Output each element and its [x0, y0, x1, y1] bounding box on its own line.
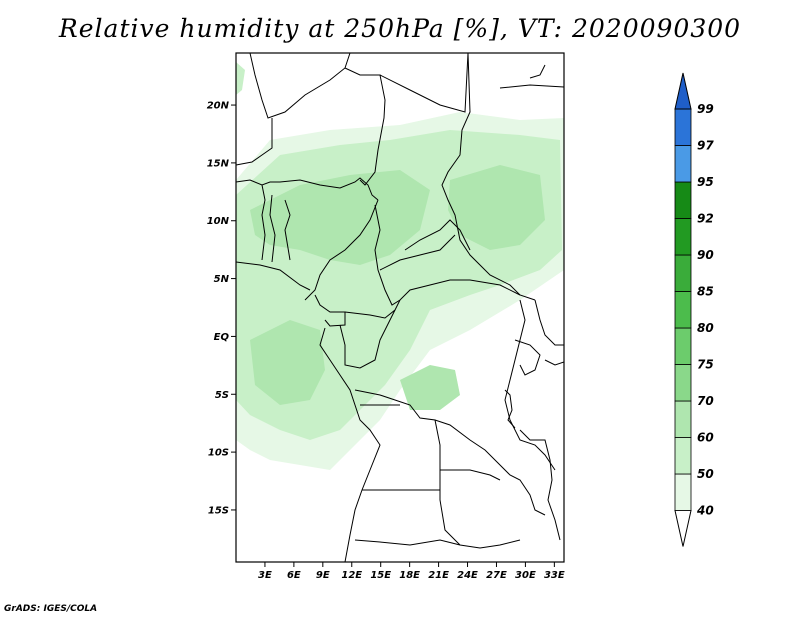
- lat-tick-label: 15S: [208, 505, 229, 516]
- rh-60-70-region: [250, 170, 430, 265]
- rh-60-70-region: [400, 365, 460, 410]
- colorbar-segment: [674, 291, 692, 329]
- colorbar-segment: [674, 364, 692, 402]
- colorbar-label: 95: [697, 175, 714, 189]
- colorbar-segment: [674, 254, 692, 292]
- longitude-axis: 3E 6E 9E 12E 15E 18E 21E 24E 27E 30E 33E: [258, 562, 565, 581]
- colorbar-label: 80: [697, 321, 714, 335]
- colorbar-segment: [674, 437, 692, 475]
- lat-tick-label: EQ: [214, 332, 230, 343]
- credit-label: GrADS: IGES/COLA: [4, 604, 98, 614]
- humidity-shading: [236, 62, 564, 470]
- lat-tick-label: 5N: [214, 274, 230, 285]
- colorbar-label: 99: [697, 102, 714, 116]
- lon-tick-label: 18E: [399, 570, 420, 581]
- lon-tick-label: 24E: [457, 570, 478, 581]
- lat-tick-label: 10S: [208, 448, 229, 459]
- lon-tick-label: 12E: [341, 570, 362, 581]
- colorbar-label: 97: [697, 139, 714, 153]
- lon-tick-label: 6E: [287, 570, 301, 581]
- colorbar-segment: [674, 473, 692, 511]
- rh-60-70-region: [448, 165, 545, 250]
- colorbar-segment: [674, 181, 692, 219]
- colorbar-label: 60: [697, 431, 714, 445]
- colorbar-segment: [674, 218, 692, 256]
- map-frame: [235, 52, 565, 563]
- colorbar-label: 90: [697, 248, 714, 262]
- colorbar: 40 50 60 70 75 80 85 90 92 95 97 99: [674, 72, 714, 547]
- lat-tick-label: 20N: [207, 101, 230, 112]
- colorbar-label: 85: [697, 285, 714, 299]
- colorbar-segment: [674, 400, 692, 438]
- lat-tick-label: 15N: [207, 158, 230, 169]
- colorbar-label: 75: [697, 358, 714, 372]
- lat-tick-label: 10N: [207, 216, 230, 227]
- lon-tick-label: 33E: [544, 570, 565, 581]
- colorbar-label: 70: [697, 394, 714, 408]
- colorbar-top-arrow: [674, 72, 692, 110]
- lon-tick-label: 30E: [515, 570, 536, 581]
- country-borders: [236, 53, 564, 562]
- lat-tick-label: 5S: [215, 390, 229, 401]
- lon-tick-label: 27E: [486, 570, 507, 581]
- lon-tick-label: 15E: [370, 570, 391, 581]
- rh-60-70-region: [250, 320, 325, 405]
- colorbar-segment: [674, 145, 692, 183]
- rh-50-60-region: [236, 62, 245, 95]
- lon-tick-label: 9E: [316, 570, 330, 581]
- colorbar-label: 92: [697, 212, 714, 226]
- map-title: Relative humidity at 250hPa [%], VT: 202…: [58, 14, 742, 43]
- latitude-axis: 20N 15N 10N 5N EQ 5S 10S 15S: [207, 101, 236, 516]
- colorbar-label: 40: [696, 504, 714, 518]
- lon-tick-label: 21E: [428, 570, 449, 581]
- lon-tick-label: 3E: [258, 570, 272, 581]
- colorbar-bottom-arrow: [674, 510, 692, 547]
- colorbar-segment: [674, 327, 692, 365]
- colorbar-label: 50: [697, 467, 714, 481]
- colorbar-segment: [674, 108, 692, 146]
